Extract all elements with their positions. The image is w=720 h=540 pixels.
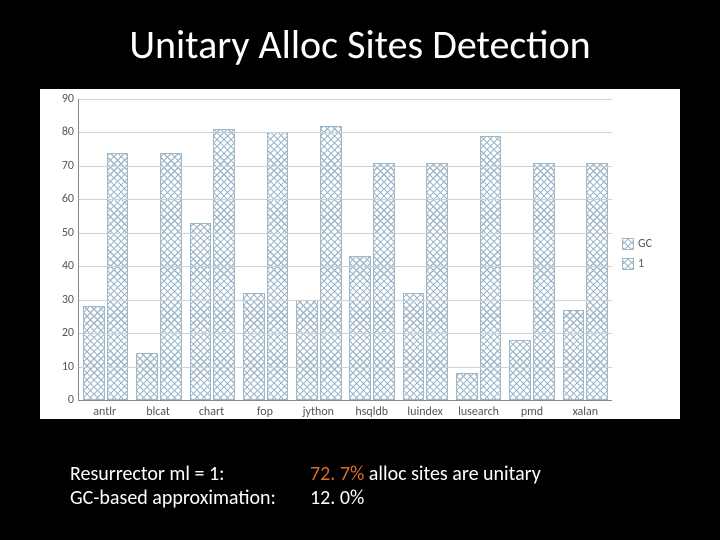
chart-bar-group — [79, 99, 132, 400]
chart-gridline — [79, 132, 612, 133]
chart-bar — [509, 340, 531, 400]
chart-bar — [403, 293, 425, 400]
chart-bar-group — [132, 99, 185, 400]
slide-title: Unitary Alloc Sites Detection — [0, 0, 720, 79]
chart-bar — [136, 353, 158, 400]
chart-plot: 0102030405060708090 — [78, 99, 612, 401]
footer-row: GC-based approximation:12. 0% — [70, 486, 680, 510]
chart-y-tick-label: 40 — [49, 259, 74, 273]
chart-bar — [456, 373, 478, 400]
chart-bar — [373, 163, 395, 400]
footer-text: Resurrector ml = 1:72. 7% alloc sites ar… — [70, 462, 680, 510]
footer-pct: 72. 7% — [310, 462, 364, 486]
chart-y-tick-label: 60 — [49, 192, 74, 206]
footer-left-label: GC-based approximation: — [70, 486, 310, 510]
chart-gridline — [79, 367, 612, 368]
chart-bar — [349, 256, 371, 400]
chart-gridline — [79, 199, 612, 200]
footer-suffix: alloc sites are unitary — [364, 462, 541, 486]
chart-x-tick-label: hsqldb — [345, 401, 398, 419]
chart-bar — [107, 153, 129, 400]
chart-bar — [320, 126, 342, 400]
chart-y-tick-label: 10 — [49, 360, 74, 374]
chart-gridline — [79, 99, 612, 100]
footer-right-value: 12. 0% — [310, 486, 364, 510]
chart-bar-group — [239, 99, 292, 400]
chart-bar — [213, 129, 235, 400]
legend-item: 1 — [622, 257, 672, 271]
chart-bar-group — [505, 99, 558, 400]
chart-y-tick-label: 20 — [49, 326, 74, 340]
footer-right-value: 72. 7% alloc sites are unitary — [310, 462, 541, 486]
chart-gridline — [79, 300, 612, 301]
chart-gridline — [79, 166, 612, 167]
chart-legend: GC 1 — [622, 89, 680, 419]
chart-x-tick-label: chart — [185, 401, 238, 419]
chart-bar — [243, 293, 265, 400]
chart-y-tick-label: 70 — [49, 159, 74, 173]
footer-row: Resurrector ml = 1:72. 7% alloc sites ar… — [70, 462, 680, 486]
chart-bar-group — [345, 99, 398, 400]
chart-x-tick-label: fop — [238, 401, 291, 419]
chart-bar — [426, 163, 448, 400]
chart-bars — [79, 99, 612, 400]
chart-bar-group — [186, 99, 239, 400]
chart-x-tick-label: lusearch — [452, 401, 505, 419]
legend-swatch-icon — [622, 238, 634, 250]
chart-y-tick-label: 80 — [49, 125, 74, 139]
chart-y-tick-label: 0 — [49, 393, 74, 407]
chart-gridline — [79, 266, 612, 267]
chart-bar-group — [452, 99, 505, 400]
chart-gridline — [79, 333, 612, 334]
chart-bar — [160, 153, 182, 400]
chart-x-tick-label: xalan — [559, 401, 612, 419]
legend-item: GC — [622, 237, 672, 251]
chart-gridline — [79, 233, 612, 234]
legend-swatch-icon — [622, 258, 634, 270]
chart-bar — [586, 163, 608, 400]
chart-y-tick-label: 90 — [49, 92, 74, 106]
chart-bar-group — [399, 99, 452, 400]
chart-bar — [296, 300, 318, 400]
chart-x-tick-label: antlr — [78, 401, 131, 419]
footer-pct: 12. 0% — [310, 486, 364, 510]
chart-y-tick-label: 30 — [49, 293, 74, 307]
chart-x-tick-label: luindex — [398, 401, 451, 419]
chart-x-labels: antlrblcatchartfopjythonhsqldbluindexlus… — [78, 401, 612, 419]
chart-bar — [533, 163, 555, 400]
chart-bar-group — [292, 99, 345, 400]
chart-plot-area: 0102030405060708090 antlrblcatchartfopjy… — [40, 89, 622, 419]
footer-left-label: Resurrector ml = 1: — [70, 462, 310, 486]
chart-y-tick-label: 50 — [49, 226, 74, 240]
chart-x-tick-label: pmd — [505, 401, 558, 419]
legend-label: GC — [638, 237, 652, 251]
chart-bar-group — [559, 99, 612, 400]
legend-label: 1 — [638, 257, 644, 271]
chart-bar — [83, 306, 105, 400]
chart-container: 0102030405060708090 antlrblcatchartfopjy… — [40, 89, 680, 419]
chart-bar — [190, 223, 212, 400]
chart-x-tick-label: jython — [292, 401, 345, 419]
chart-bar — [563, 310, 585, 400]
chart-x-tick-label: blcat — [131, 401, 184, 419]
chart-bar — [480, 136, 502, 400]
